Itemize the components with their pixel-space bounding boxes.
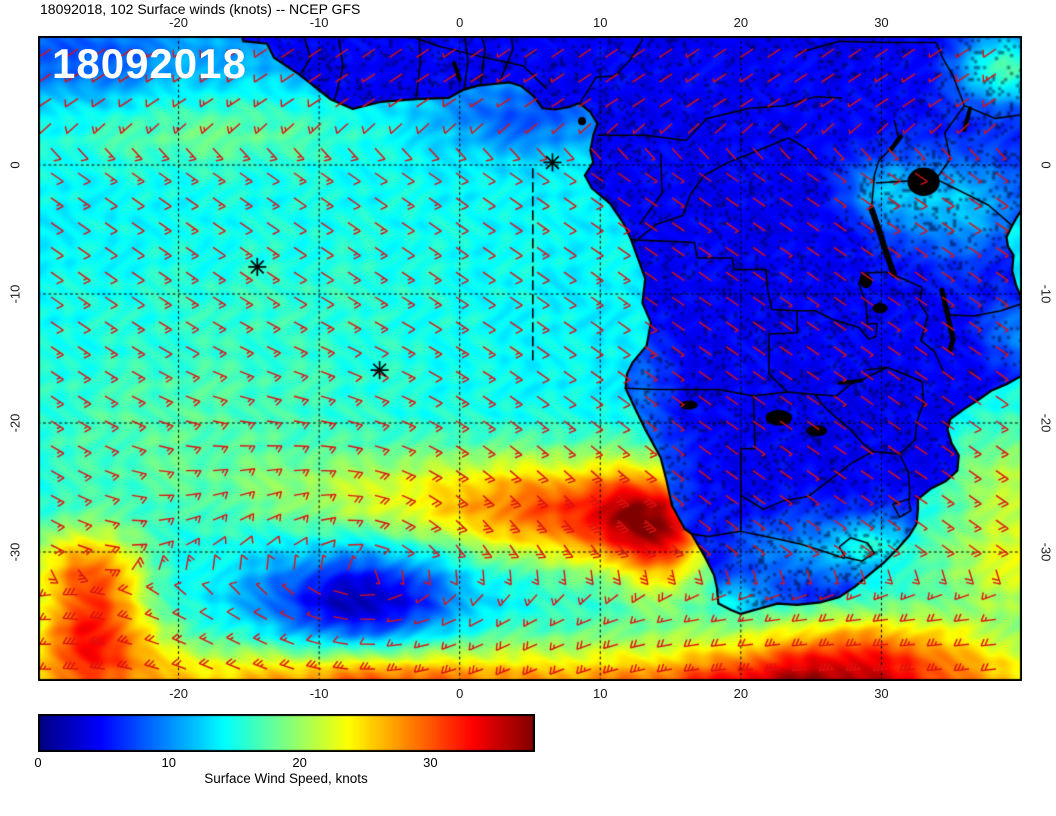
tick-label: 20: [292, 755, 307, 770]
colorbar: [38, 714, 535, 752]
tick-label: -10: [7, 284, 23, 304]
tick-label: -20: [1038, 413, 1054, 433]
tick-label: -30: [1038, 542, 1054, 562]
tick-label: 0: [456, 15, 464, 30]
tick-label: 10: [593, 15, 608, 30]
tick-label: -30: [7, 542, 23, 562]
tick-label: -20: [169, 15, 188, 30]
map-canvas: [38, 36, 1022, 681]
tick-label: 30: [423, 755, 438, 770]
date-label: 18092018: [52, 40, 247, 87]
tick-label: -10: [309, 15, 329, 30]
tick-label: 30: [874, 15, 889, 30]
colorbar-ticks: 0 10 20 30: [34, 755, 535, 770]
tick-label: 10: [161, 755, 177, 770]
map-area: 18092018 -20 -10 0 10 20 30 -20 -10 0 10 20 30 0 -1…: [8, 15, 1054, 701]
tick-label: -20: [169, 686, 188, 701]
tick-label: -10: [309, 686, 329, 701]
tick-label: 0: [456, 686, 464, 701]
tick-label: 30: [874, 686, 889, 701]
tick-label: 0: [34, 755, 42, 770]
colorbar-label: Surface Wind Speed, knots: [204, 771, 368, 786]
tick-label: -20: [7, 413, 23, 433]
tick-label: -10: [1038, 284, 1054, 304]
tick-label: 0: [7, 161, 23, 169]
tick-label: 20: [733, 15, 749, 30]
chart-title: 18092018, 102 Surface winds (knots) -- N…: [40, 1, 361, 17]
lon-axis-bottom: -20 -10 0 10 20 30: [38, 686, 1022, 702]
tick-label: 0: [1038, 161, 1054, 169]
tick-label: 10: [593, 686, 608, 701]
tick-label: 20: [733, 686, 749, 701]
lon-axis-top: -20 -10 0 10 20 30: [38, 15, 1022, 31]
